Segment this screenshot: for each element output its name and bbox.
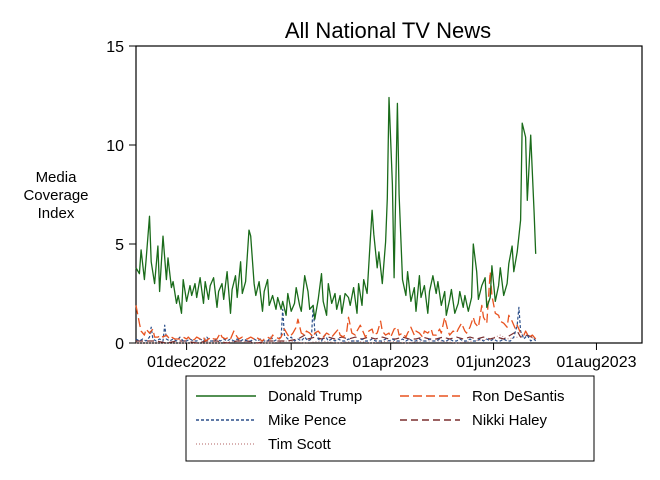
legend-label-tim-scott: Tim Scott xyxy=(268,436,332,453)
legend-label-mike-pence: Mike Pence xyxy=(268,412,346,429)
series-line-tim-scott xyxy=(136,332,536,344)
x-tick-label: 01jun2023 xyxy=(456,354,531,371)
x-axis: 01dec2022 01feb2023 01apr2023 01jun2023 01au… xyxy=(147,343,637,371)
chart-title: All National TV News xyxy=(285,18,491,43)
y-tick-label: 15 xyxy=(106,39,124,56)
legend-box xyxy=(185,375,595,462)
legend-label-donald-trump: Donald Trump xyxy=(268,388,362,405)
series-line-mike-pence xyxy=(135,304,537,342)
legend-label-ron-desantis: Ron DeSantis xyxy=(472,388,565,405)
x-tick-label: 01apr2023 xyxy=(352,354,429,371)
series-layer xyxy=(135,96,537,344)
y-axis: 0 5 10 15 xyxy=(106,39,136,353)
y-tick-label: 5 xyxy=(115,237,124,254)
y-axis-label-line: Media xyxy=(36,169,78,186)
y-tick-label: 0 xyxy=(115,336,124,353)
series-line-donald-trump xyxy=(135,96,537,320)
x-tick-label: 01feb2023 xyxy=(253,354,329,371)
x-tick-label: 01dec2022 xyxy=(147,354,226,371)
y-tick-label: 10 xyxy=(106,138,124,155)
x-tick-label: 01aug2023 xyxy=(556,354,636,371)
legend-label-nikki-haley: Nikki Haley xyxy=(472,412,548,429)
y-axis-label-line: Coverage xyxy=(23,187,88,204)
plot-area-frame xyxy=(135,45,643,344)
legend: Donald Trump Ron DeSantis Mike Pence Nikki … xyxy=(196,388,565,453)
series-line-ron-desantis xyxy=(135,271,537,342)
y-axis-label: Media Coverage Index xyxy=(23,169,88,222)
y-axis-label-line: Index xyxy=(38,205,75,222)
